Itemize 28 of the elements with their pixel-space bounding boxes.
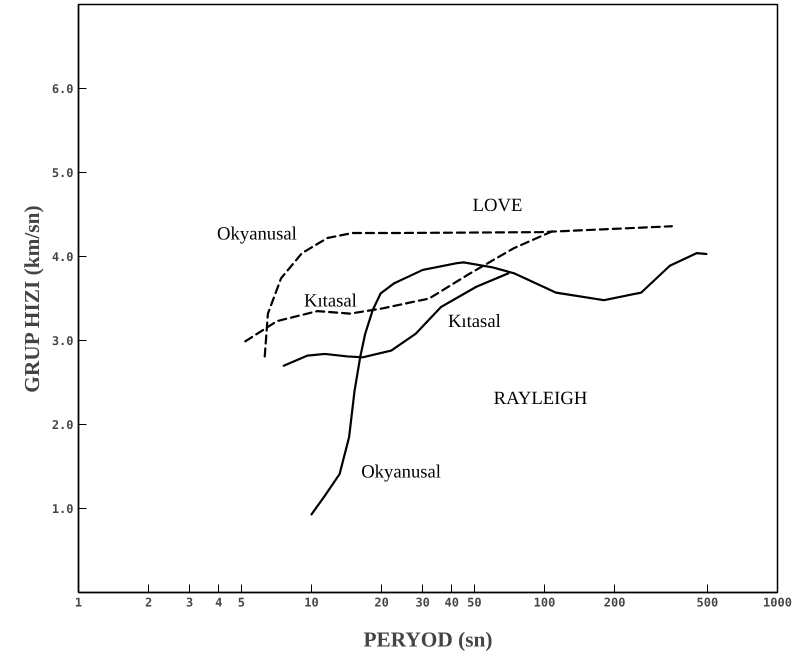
x-axis-title: PERYOD (sn) bbox=[364, 628, 492, 652]
x-tick-label: 1 bbox=[74, 596, 82, 610]
x-tick-label: 4 bbox=[215, 596, 222, 610]
series-label: Okyanusal bbox=[217, 224, 297, 245]
y-tick-label: 2.0 bbox=[52, 418, 74, 432]
y-axis-title: GRUP HIZI (km/sn) bbox=[20, 205, 44, 393]
y-tick-label: 3.0 bbox=[52, 334, 74, 348]
y-tick-label: 5.0 bbox=[52, 166, 74, 180]
series-label: Okyanusal bbox=[361, 462, 441, 483]
x-tick-label: 1000 bbox=[763, 596, 792, 610]
annotation: RAYLEIGH bbox=[494, 388, 588, 409]
x-tick-label: 500 bbox=[696, 596, 718, 610]
x-tick-label: 20 bbox=[374, 596, 389, 610]
annotation: LOVE bbox=[472, 195, 522, 216]
x-tick-label: 10 bbox=[304, 596, 319, 610]
series-label: Kıtasal bbox=[304, 290, 357, 312]
x-tick-label: 3 bbox=[186, 596, 194, 610]
series-label: Kıtasal bbox=[448, 311, 501, 332]
y-tick-label: 4.0 bbox=[52, 250, 74, 264]
x-tick-label: 100 bbox=[534, 596, 556, 610]
x-tick-label: 2 bbox=[145, 596, 152, 610]
x-tick-label: 50 bbox=[467, 596, 482, 610]
y-tick-label: 6.0 bbox=[52, 82, 74, 96]
x-tick-label: 30 bbox=[415, 596, 430, 610]
y-tick-label: 1.0 bbox=[52, 502, 74, 516]
x-tick-label: 5 bbox=[238, 596, 245, 610]
x-tick-label: 40 bbox=[444, 596, 460, 610]
x-tick-label: 200 bbox=[604, 596, 626, 610]
